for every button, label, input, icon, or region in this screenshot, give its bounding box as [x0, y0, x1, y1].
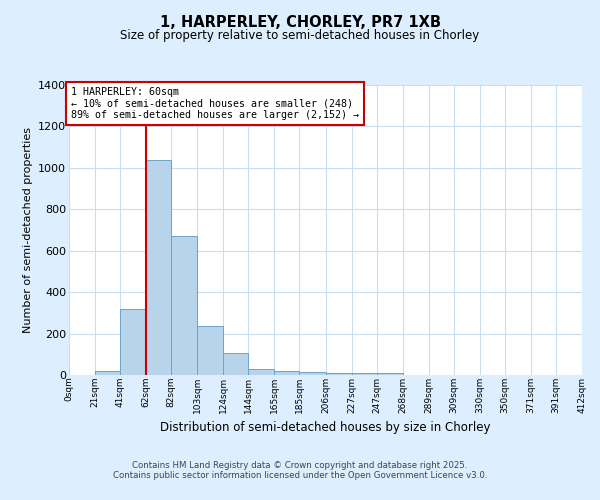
- Bar: [95, 371, 120, 375]
- Text: Contains HM Land Registry data © Crown copyright and database right 2025.: Contains HM Land Registry data © Crown c…: [132, 462, 468, 470]
- Bar: [352, 373, 377, 375]
- Bar: [299, 372, 325, 375]
- Text: 1, HARPERLEY, CHORLEY, PR7 1XB: 1, HARPERLEY, CHORLEY, PR7 1XB: [160, 15, 440, 30]
- Bar: [171, 236, 197, 375]
- Y-axis label: Number of semi-detached properties: Number of semi-detached properties: [23, 127, 32, 333]
- Text: Contains public sector information licensed under the Open Government Licence v3: Contains public sector information licen…: [113, 472, 487, 480]
- Bar: [223, 353, 248, 375]
- Text: Size of property relative to semi-detached houses in Chorley: Size of property relative to semi-detach…: [121, 30, 479, 43]
- Bar: [197, 326, 223, 375]
- Bar: [377, 374, 403, 375]
- Bar: [274, 371, 299, 375]
- Bar: [120, 308, 146, 375]
- Text: 1 HARPERLEY: 60sqm
← 10% of semi-detached houses are smaller (248)
89% of semi-d: 1 HARPERLEY: 60sqm ← 10% of semi-detache…: [71, 87, 359, 120]
- Bar: [325, 372, 352, 375]
- Bar: [248, 369, 274, 375]
- Bar: [146, 160, 171, 375]
- X-axis label: Distribution of semi-detached houses by size in Chorley: Distribution of semi-detached houses by …: [160, 421, 491, 434]
